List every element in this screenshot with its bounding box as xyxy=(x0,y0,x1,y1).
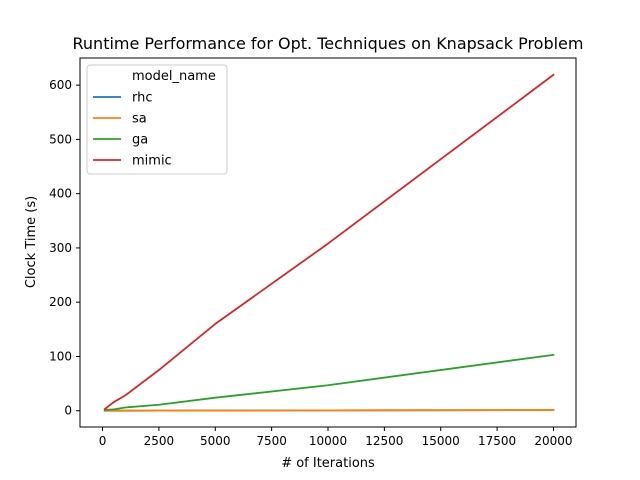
x-tick-label: 15000 xyxy=(422,434,460,448)
legend-label-sa: sa xyxy=(132,112,147,127)
legend-title: model_name xyxy=(132,69,216,84)
y-tick-label: 600 xyxy=(49,78,72,92)
legend-label-mimic: mimic xyxy=(132,154,172,169)
x-tick-label: 17500 xyxy=(478,434,516,448)
x-tick-label: 12500 xyxy=(365,434,403,448)
legend-label-ga: ga xyxy=(132,133,148,148)
series-line-ga xyxy=(103,353,555,411)
legend: model_name rhc sa ga mimic xyxy=(86,64,228,175)
y-tick-label: 400 xyxy=(49,187,72,201)
x-tick-label: 7500 xyxy=(256,434,287,448)
y-tick-label: 100 xyxy=(49,349,72,363)
series-line-mimic xyxy=(103,73,555,411)
x-tick-label: 5000 xyxy=(200,434,231,448)
plot-area xyxy=(103,73,555,412)
chart-title: Runtime Performance for Opt. Techniques … xyxy=(73,34,584,53)
y-axis-label: Clock Time (s) xyxy=(24,196,39,288)
y-axis: 0 100 200 300 400 500 600 xyxy=(49,78,80,418)
legend-label-rhc: rhc xyxy=(132,91,153,106)
y-tick-label: 500 xyxy=(49,132,72,146)
x-tick-label: 2500 xyxy=(144,434,175,448)
x-tick-label: 20000 xyxy=(534,434,572,448)
series-line-sa xyxy=(103,409,555,412)
x-axis-label: # of Iterations xyxy=(281,456,375,471)
y-tick-label: 300 xyxy=(49,241,72,255)
x-tick-label: 10000 xyxy=(309,434,347,448)
legend-box xyxy=(86,64,228,175)
x-axis: 0 2500 5000 7500 10000 12500 15000 17500 20000 xyxy=(99,427,573,448)
y-tick-label: 0 xyxy=(64,404,72,418)
y-tick-label: 200 xyxy=(49,295,72,309)
x-tick-label: 0 xyxy=(99,434,107,448)
